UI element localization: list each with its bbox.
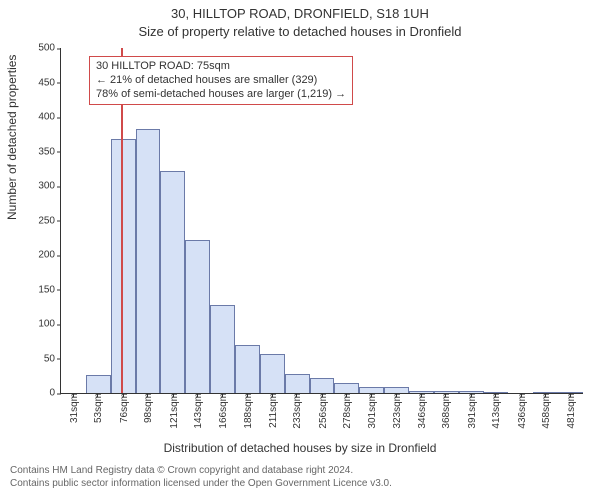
info-line-3: 78% of semi-detached houses are larger (… bbox=[96, 88, 346, 102]
histogram-bar bbox=[285, 374, 310, 393]
y-tick: 150 bbox=[38, 284, 61, 295]
x-tick-label: 166sqm bbox=[218, 393, 229, 429]
x-tick-label: 391sqm bbox=[467, 393, 478, 429]
x-tick-label: 481sqm bbox=[566, 393, 577, 429]
histogram-bar bbox=[210, 305, 235, 393]
x-tick-label: 98sqm bbox=[143, 393, 154, 423]
histogram-bar bbox=[185, 240, 210, 393]
x-tick-label: 53sqm bbox=[93, 393, 104, 423]
y-tick: 200 bbox=[38, 250, 61, 261]
histogram-bar bbox=[160, 171, 185, 393]
info-line-1: 30 HILLTOP ROAD: 75sqm bbox=[96, 60, 346, 74]
y-tick: 450 bbox=[38, 77, 61, 88]
x-tick-label: 346sqm bbox=[417, 393, 428, 429]
x-tick-label: 121sqm bbox=[169, 393, 180, 429]
x-tick-label: 413sqm bbox=[491, 393, 502, 429]
y-tick: 100 bbox=[38, 319, 61, 330]
y-tick: 400 bbox=[38, 112, 61, 123]
y-tick: 0 bbox=[49, 388, 61, 399]
x-tick-label: 323sqm bbox=[392, 393, 403, 429]
plot-area: 05010015020025030035040045050031sqm53sqm… bbox=[60, 48, 583, 394]
x-tick-label: 458sqm bbox=[541, 393, 552, 429]
y-tick: 250 bbox=[38, 215, 61, 226]
x-tick-label: 436sqm bbox=[517, 393, 528, 429]
info-line-2: ← 21% of detached houses are smaller (32… bbox=[96, 74, 346, 88]
histogram-bar bbox=[86, 375, 111, 393]
chart-subtitle: Size of property relative to detached ho… bbox=[0, 24, 600, 39]
x-tick-label: 188sqm bbox=[243, 393, 254, 429]
x-tick-label: 76sqm bbox=[119, 393, 130, 423]
y-tick: 350 bbox=[38, 146, 61, 157]
x-tick-label: 233sqm bbox=[292, 393, 303, 429]
histogram-bar bbox=[310, 378, 335, 393]
histogram-bar bbox=[235, 345, 260, 393]
x-tick-label: 211sqm bbox=[268, 393, 279, 428]
address-title: 30, HILLTOP ROAD, DRONFIELD, S18 1UH bbox=[0, 6, 600, 21]
histogram-bar bbox=[111, 139, 136, 393]
x-tick-label: 301sqm bbox=[367, 393, 378, 429]
footer-line-2: Contains public sector information licen… bbox=[10, 478, 590, 489]
x-tick-label: 368sqm bbox=[441, 393, 452, 429]
y-tick: 300 bbox=[38, 181, 61, 192]
figure: 30, HILLTOP ROAD, DRONFIELD, S18 1UH Siz… bbox=[0, 0, 600, 500]
x-tick-label: 31sqm bbox=[69, 393, 80, 423]
y-tick: 500 bbox=[38, 43, 61, 54]
histogram-bar bbox=[136, 129, 161, 393]
histogram-bar bbox=[260, 354, 285, 393]
y-axis-label: Number of detached properties bbox=[5, 55, 19, 220]
x-axis-label: Distribution of detached houses by size … bbox=[0, 441, 600, 455]
footer-line-1: Contains HM Land Registry data © Crown c… bbox=[10, 465, 590, 476]
x-tick-label: 143sqm bbox=[193, 393, 204, 429]
x-tick-label: 256sqm bbox=[318, 393, 329, 429]
info-box: 30 HILLTOP ROAD: 75sqm← 21% of detached … bbox=[89, 56, 353, 105]
x-tick-label: 278sqm bbox=[342, 393, 353, 429]
y-tick: 50 bbox=[44, 353, 61, 364]
histogram-bar bbox=[334, 383, 359, 393]
